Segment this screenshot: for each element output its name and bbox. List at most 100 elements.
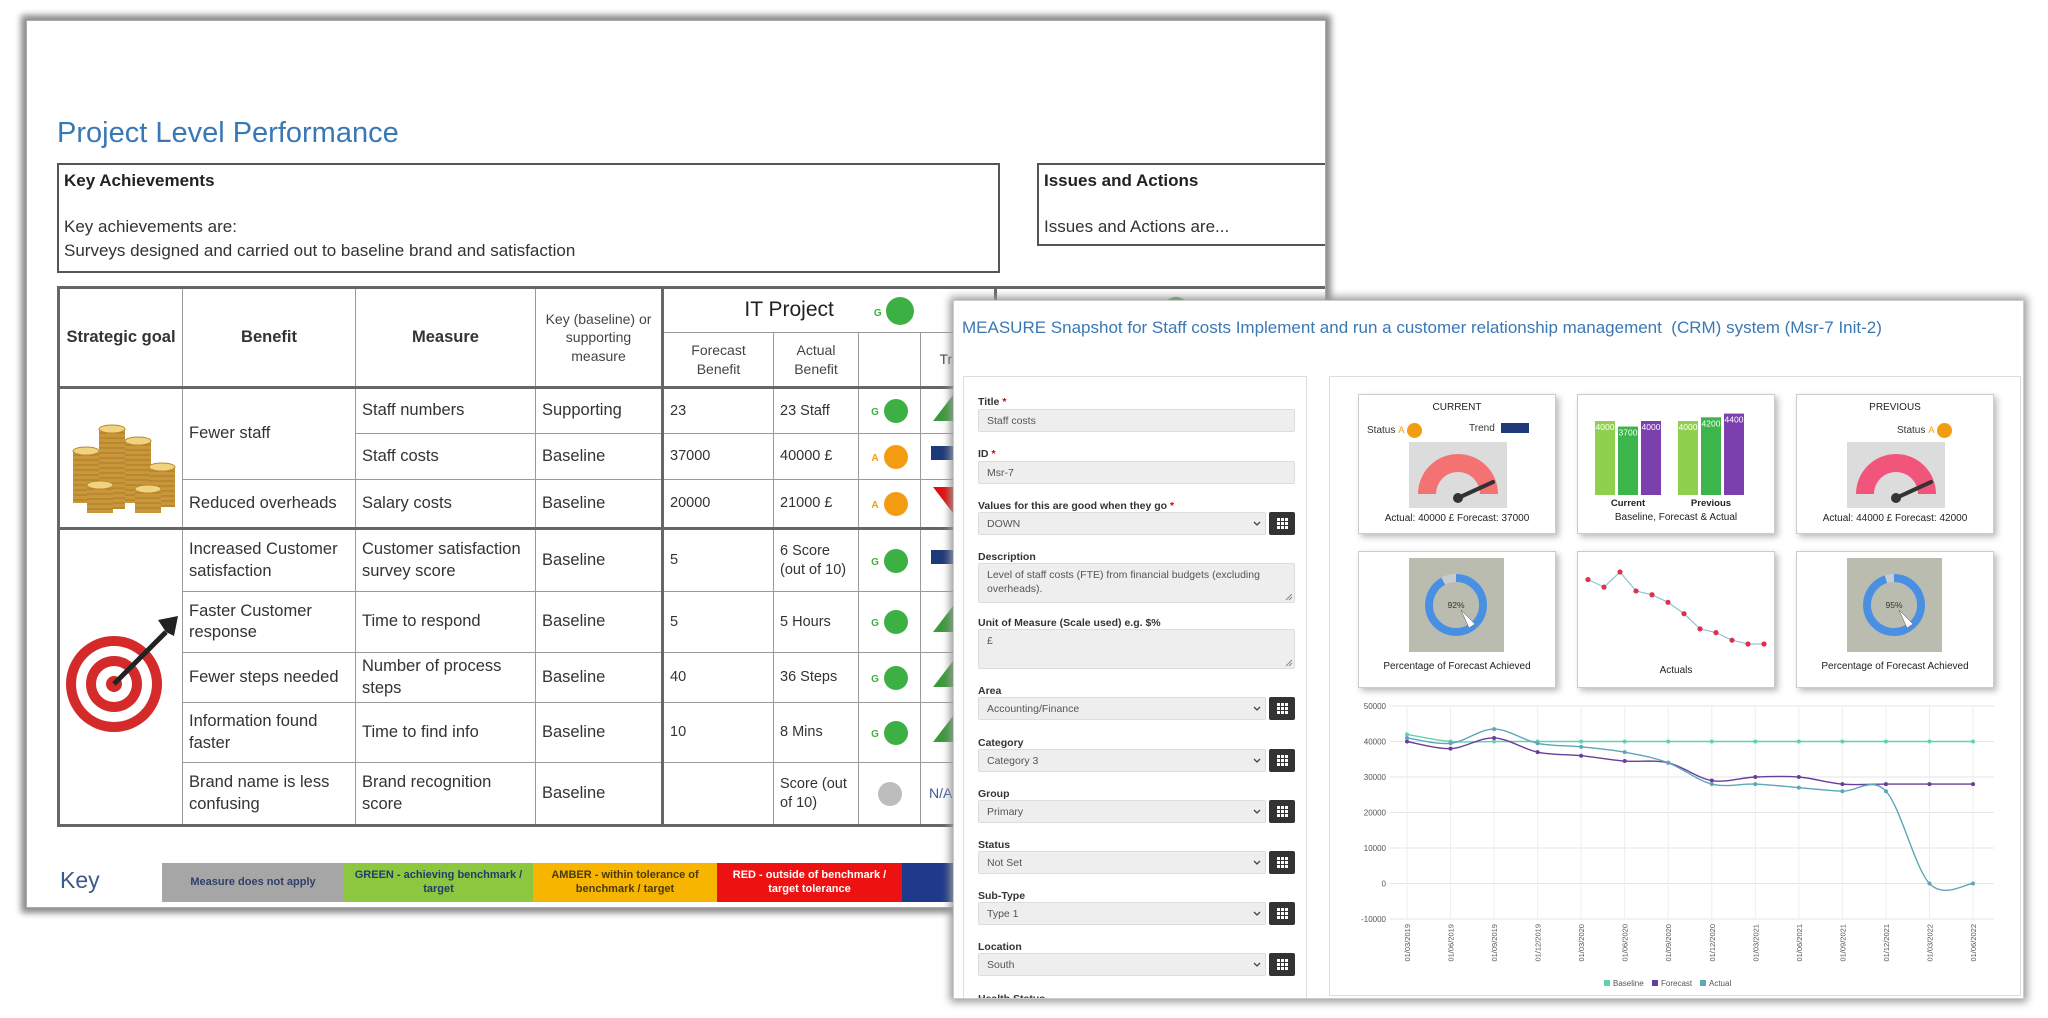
trend-label: N/A (929, 784, 953, 801)
field-label: Title * (978, 396, 1007, 408)
grid-cell (1277, 703, 1280, 706)
grid-cell (1285, 707, 1288, 710)
grid-cell (1281, 861, 1284, 864)
project-status-letter: G (873, 307, 882, 319)
key-item: AMBER - within tolerance of benchmark / … (533, 863, 717, 902)
series-point (1927, 739, 1932, 744)
series-point (1753, 782, 1758, 787)
grid-cell (1281, 865, 1284, 868)
benefit: Information found faster (182, 702, 356, 763)
gauge (1847, 442, 1945, 508)
arrow-fletching (158, 615, 178, 636)
bar-widget: 4000 3700 4000 4000 4200 4400 Current Previous B… (1577, 394, 1775, 534)
x-tick-label: 01/06/2022 (1969, 924, 1978, 962)
lookup-button[interactable] (1269, 512, 1295, 535)
status-letter: G (871, 618, 879, 630)
grid-cell (1277, 916, 1280, 919)
lookup-button[interactable] (1269, 749, 1295, 772)
lookup-button[interactable] (1269, 697, 1295, 720)
grid-cell (1285, 703, 1288, 706)
field-label-text: Sub-Type (978, 890, 1026, 902)
series-point (1971, 782, 1975, 787)
grid-cell (1281, 912, 1284, 915)
status-dot (883, 665, 908, 690)
series-point (1666, 739, 1671, 744)
x-tick-label: 01/09/2020 (1664, 924, 1673, 962)
grid-cell (1285, 755, 1288, 758)
goal-image-cell (58, 386, 183, 529)
chevron (1253, 860, 1261, 865)
sparkline-point (1729, 637, 1735, 643)
required-mark: * (1002, 396, 1007, 408)
series-point (1709, 778, 1714, 783)
field-label: ID * (978, 448, 996, 460)
field-label: Status (978, 839, 1010, 851)
field-label: Group (978, 788, 1010, 800)
bar-value-label: 4400 (1725, 415, 1744, 425)
key-item-text: Measure does not apply (190, 875, 316, 888)
percent-gauge: 92% (1409, 558, 1504, 652)
gauge-widget: PREVIOUS Status A Actual: 44000 £ Forecast:… (1796, 394, 1994, 534)
status-cell: A (858, 479, 921, 529)
coin-top (98, 424, 126, 434)
actual-benefit: Score (out of 10) (773, 762, 859, 826)
field-label-text: Category (978, 737, 1024, 749)
lookup-button[interactable] (1269, 953, 1295, 976)
bar-value-label: 3700 (1619, 428, 1638, 438)
sparkline (1585, 569, 1767, 647)
lookup-button[interactable] (1269, 800, 1295, 823)
status-cell: G (858, 591, 921, 653)
form-card: Title * Staff costs ID * Msr-7 Values for this… (963, 376, 1307, 998)
select: DOWN (978, 512, 1266, 535)
y-tick-label: 40000 (1364, 738, 1387, 747)
issues-text: Issues and Actions are... (1044, 217, 1230, 236)
goal-image-cell (58, 527, 183, 826)
status-cell: G (858, 527, 921, 592)
grid-cell (1285, 763, 1288, 766)
series-point (1405, 732, 1409, 737)
x-tick-label: 01/03/2020 (1577, 924, 1586, 962)
grid-cell (1277, 967, 1280, 970)
column-header: Key (baseline) or supporting measure (535, 287, 663, 388)
grid-cell (1277, 912, 1280, 915)
bar (1595, 421, 1615, 495)
benefit: Reduced overheads (182, 479, 356, 529)
series-point (1753, 775, 1758, 779)
series-line (1406, 728, 1974, 891)
percent-needle (1460, 609, 1476, 629)
trend-indicator: Trend (1469, 423, 1529, 434)
actual-benefit: 23 Staff (773, 386, 859, 434)
field-label: Location (978, 941, 1022, 953)
field-label-text: Status (978, 839, 1011, 851)
grid-cell (1285, 967, 1288, 970)
bar (1724, 413, 1744, 495)
actual-benefit: 8 Mins (773, 702, 859, 763)
chevron (1253, 962, 1261, 967)
project-status-dot (885, 297, 914, 326)
select: Category 3 (978, 749, 1266, 772)
series-point (1840, 739, 1845, 744)
field-label: Sub-Type (978, 890, 1025, 902)
status-letter: G (871, 728, 879, 740)
status-dot (883, 720, 908, 745)
issues-heading: Issues and Actions (1044, 171, 1199, 190)
resize-lines (1285, 593, 1293, 601)
grid-icon (1277, 806, 1288, 817)
status-letter: A (871, 452, 879, 464)
grid-cell (1281, 967, 1284, 970)
x-tick-label: 01/12/2019 (1534, 924, 1543, 962)
chevron (1253, 521, 1261, 526)
series-point (1883, 739, 1888, 744)
legend-label: Baseline (1613, 979, 1644, 988)
gauge-arc (1418, 454, 1498, 494)
grid-icon (1277, 703, 1288, 714)
series-point (1971, 739, 1975, 744)
chevron (1253, 809, 1261, 814)
series-point (1709, 739, 1714, 744)
lookup-button[interactable] (1269, 902, 1295, 925)
actual-benefit: 5 Hours (773, 591, 859, 653)
key-type: Baseline (535, 762, 663, 826)
grid-icon (1277, 959, 1288, 970)
lookup-button[interactable] (1269, 851, 1295, 874)
series-point (1622, 759, 1627, 764)
